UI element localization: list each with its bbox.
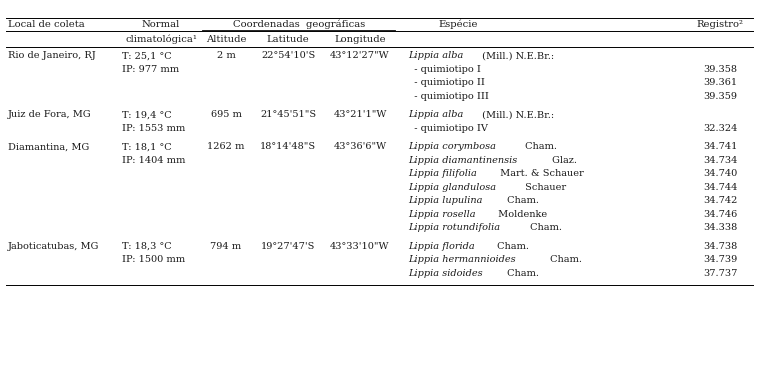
Text: Lippia hermannioides: Lippia hermannioides bbox=[408, 255, 515, 264]
Text: 34.338: 34.338 bbox=[703, 223, 737, 232]
Text: 34.746: 34.746 bbox=[703, 210, 737, 219]
Text: Lippia alba: Lippia alba bbox=[408, 51, 464, 60]
Text: Coordenadas  geográficas: Coordenadas geográficas bbox=[233, 20, 366, 29]
Text: 34.742: 34.742 bbox=[703, 196, 737, 205]
Text: IP: 1553 mm: IP: 1553 mm bbox=[122, 124, 185, 133]
Text: (Mill.) N.E.Br.:: (Mill.) N.E.Br.: bbox=[480, 110, 555, 119]
Text: T: 18,3 °C: T: 18,3 °C bbox=[122, 242, 172, 251]
Text: Latitude: Latitude bbox=[266, 35, 310, 43]
Text: 37.737: 37.737 bbox=[703, 269, 737, 278]
Text: Cham.: Cham. bbox=[504, 269, 540, 278]
Text: Rio de Janeiro, RJ: Rio de Janeiro, RJ bbox=[8, 51, 96, 60]
Text: Lippia rotundifolia: Lippia rotundifolia bbox=[408, 223, 500, 232]
Text: Local de coleta: Local de coleta bbox=[8, 20, 85, 29]
Text: IP: 977 mm: IP: 977 mm bbox=[122, 65, 179, 74]
Text: Lippia corymbosa: Lippia corymbosa bbox=[408, 142, 496, 151]
Text: - quimiotipo III: - quimiotipo III bbox=[408, 92, 489, 101]
Text: 34.739: 34.739 bbox=[703, 255, 737, 264]
Text: IP: 1404 mm: IP: 1404 mm bbox=[122, 156, 185, 165]
Text: 39.359: 39.359 bbox=[703, 92, 737, 101]
Text: - quimiotipo I: - quimiotipo I bbox=[408, 65, 481, 74]
Text: Normal: Normal bbox=[142, 20, 180, 29]
Text: T: 25,1 °C: T: 25,1 °C bbox=[122, 51, 172, 60]
Text: Mart. & Schauer: Mart. & Schauer bbox=[497, 169, 584, 178]
Text: Jaboticatubas, MG: Jaboticatubas, MG bbox=[8, 242, 99, 251]
Text: Lippia lupulina: Lippia lupulina bbox=[408, 196, 483, 205]
Text: Lippia filifolia: Lippia filifolia bbox=[408, 169, 477, 178]
Text: 18°14'48"S: 18°14'48"S bbox=[260, 142, 316, 151]
Text: 39.361: 39.361 bbox=[703, 78, 737, 87]
Text: 19°27'47'S: 19°27'47'S bbox=[261, 242, 315, 251]
Text: T: 18,1 °C: T: 18,1 °C bbox=[122, 142, 172, 151]
Text: Lippia alba: Lippia alba bbox=[408, 110, 464, 119]
Text: Cham.: Cham. bbox=[527, 223, 562, 232]
Text: Lippia glandulosa: Lippia glandulosa bbox=[408, 183, 496, 192]
Text: 34.734: 34.734 bbox=[703, 156, 737, 165]
Text: Cham.: Cham. bbox=[521, 142, 556, 151]
Text: Moldenke: Moldenke bbox=[496, 210, 547, 219]
Text: climatológica¹: climatológica¹ bbox=[125, 34, 197, 44]
Text: Cham.: Cham. bbox=[494, 242, 529, 251]
Text: 794 m: 794 m bbox=[210, 242, 241, 251]
Text: Lippia rosella: Lippia rosella bbox=[408, 210, 476, 219]
Text: Schauer: Schauer bbox=[521, 183, 566, 192]
Text: Registro²: Registro² bbox=[697, 20, 744, 29]
Text: 34.738: 34.738 bbox=[703, 242, 737, 251]
Text: 22°54'10'S: 22°54'10'S bbox=[261, 51, 315, 60]
Text: Longitude: Longitude bbox=[334, 35, 386, 43]
Text: 1262 m: 1262 m bbox=[207, 142, 244, 151]
Text: 43°21'1"W: 43°21'1"W bbox=[333, 110, 386, 119]
Text: 43°12'27"W: 43°12'27"W bbox=[330, 51, 390, 60]
Text: 34.741: 34.741 bbox=[703, 142, 737, 151]
Text: - quimiotipo II: - quimiotipo II bbox=[408, 78, 485, 87]
Text: Diamantina, MG: Diamantina, MG bbox=[8, 142, 90, 151]
Text: 43°33'10"W: 43°33'10"W bbox=[330, 242, 390, 251]
Text: 43°36'6"W: 43°36'6"W bbox=[333, 142, 386, 151]
Text: Lippia sidoides: Lippia sidoides bbox=[408, 269, 483, 278]
Text: Lippia diamantinensis: Lippia diamantinensis bbox=[408, 156, 517, 165]
Text: Cham.: Cham. bbox=[504, 196, 539, 205]
Text: - quimiotipo IV: - quimiotipo IV bbox=[408, 124, 488, 133]
Text: Lippia florida: Lippia florida bbox=[408, 242, 474, 251]
Text: T: 19,4 °C: T: 19,4 °C bbox=[122, 110, 172, 119]
Text: Espécie: Espécie bbox=[438, 20, 477, 29]
Text: Cham.: Cham. bbox=[547, 255, 582, 264]
Text: Glaz.: Glaz. bbox=[549, 156, 577, 165]
Text: 695 m: 695 m bbox=[210, 110, 241, 119]
Text: Altitude: Altitude bbox=[206, 35, 246, 43]
Text: 34.744: 34.744 bbox=[703, 183, 737, 192]
Text: 39.358: 39.358 bbox=[703, 65, 737, 74]
Text: IP: 1500 mm: IP: 1500 mm bbox=[122, 255, 185, 264]
Text: 21°45'51"S: 21°45'51"S bbox=[260, 110, 316, 119]
Text: 34.740: 34.740 bbox=[703, 169, 737, 178]
Text: 32.324: 32.324 bbox=[703, 124, 737, 133]
Text: Juiz de Fora, MG: Juiz de Fora, MG bbox=[8, 110, 92, 119]
Text: 2 m: 2 m bbox=[216, 51, 235, 60]
Text: (Mill.) N.E.Br.:: (Mill.) N.E.Br.: bbox=[480, 51, 555, 60]
